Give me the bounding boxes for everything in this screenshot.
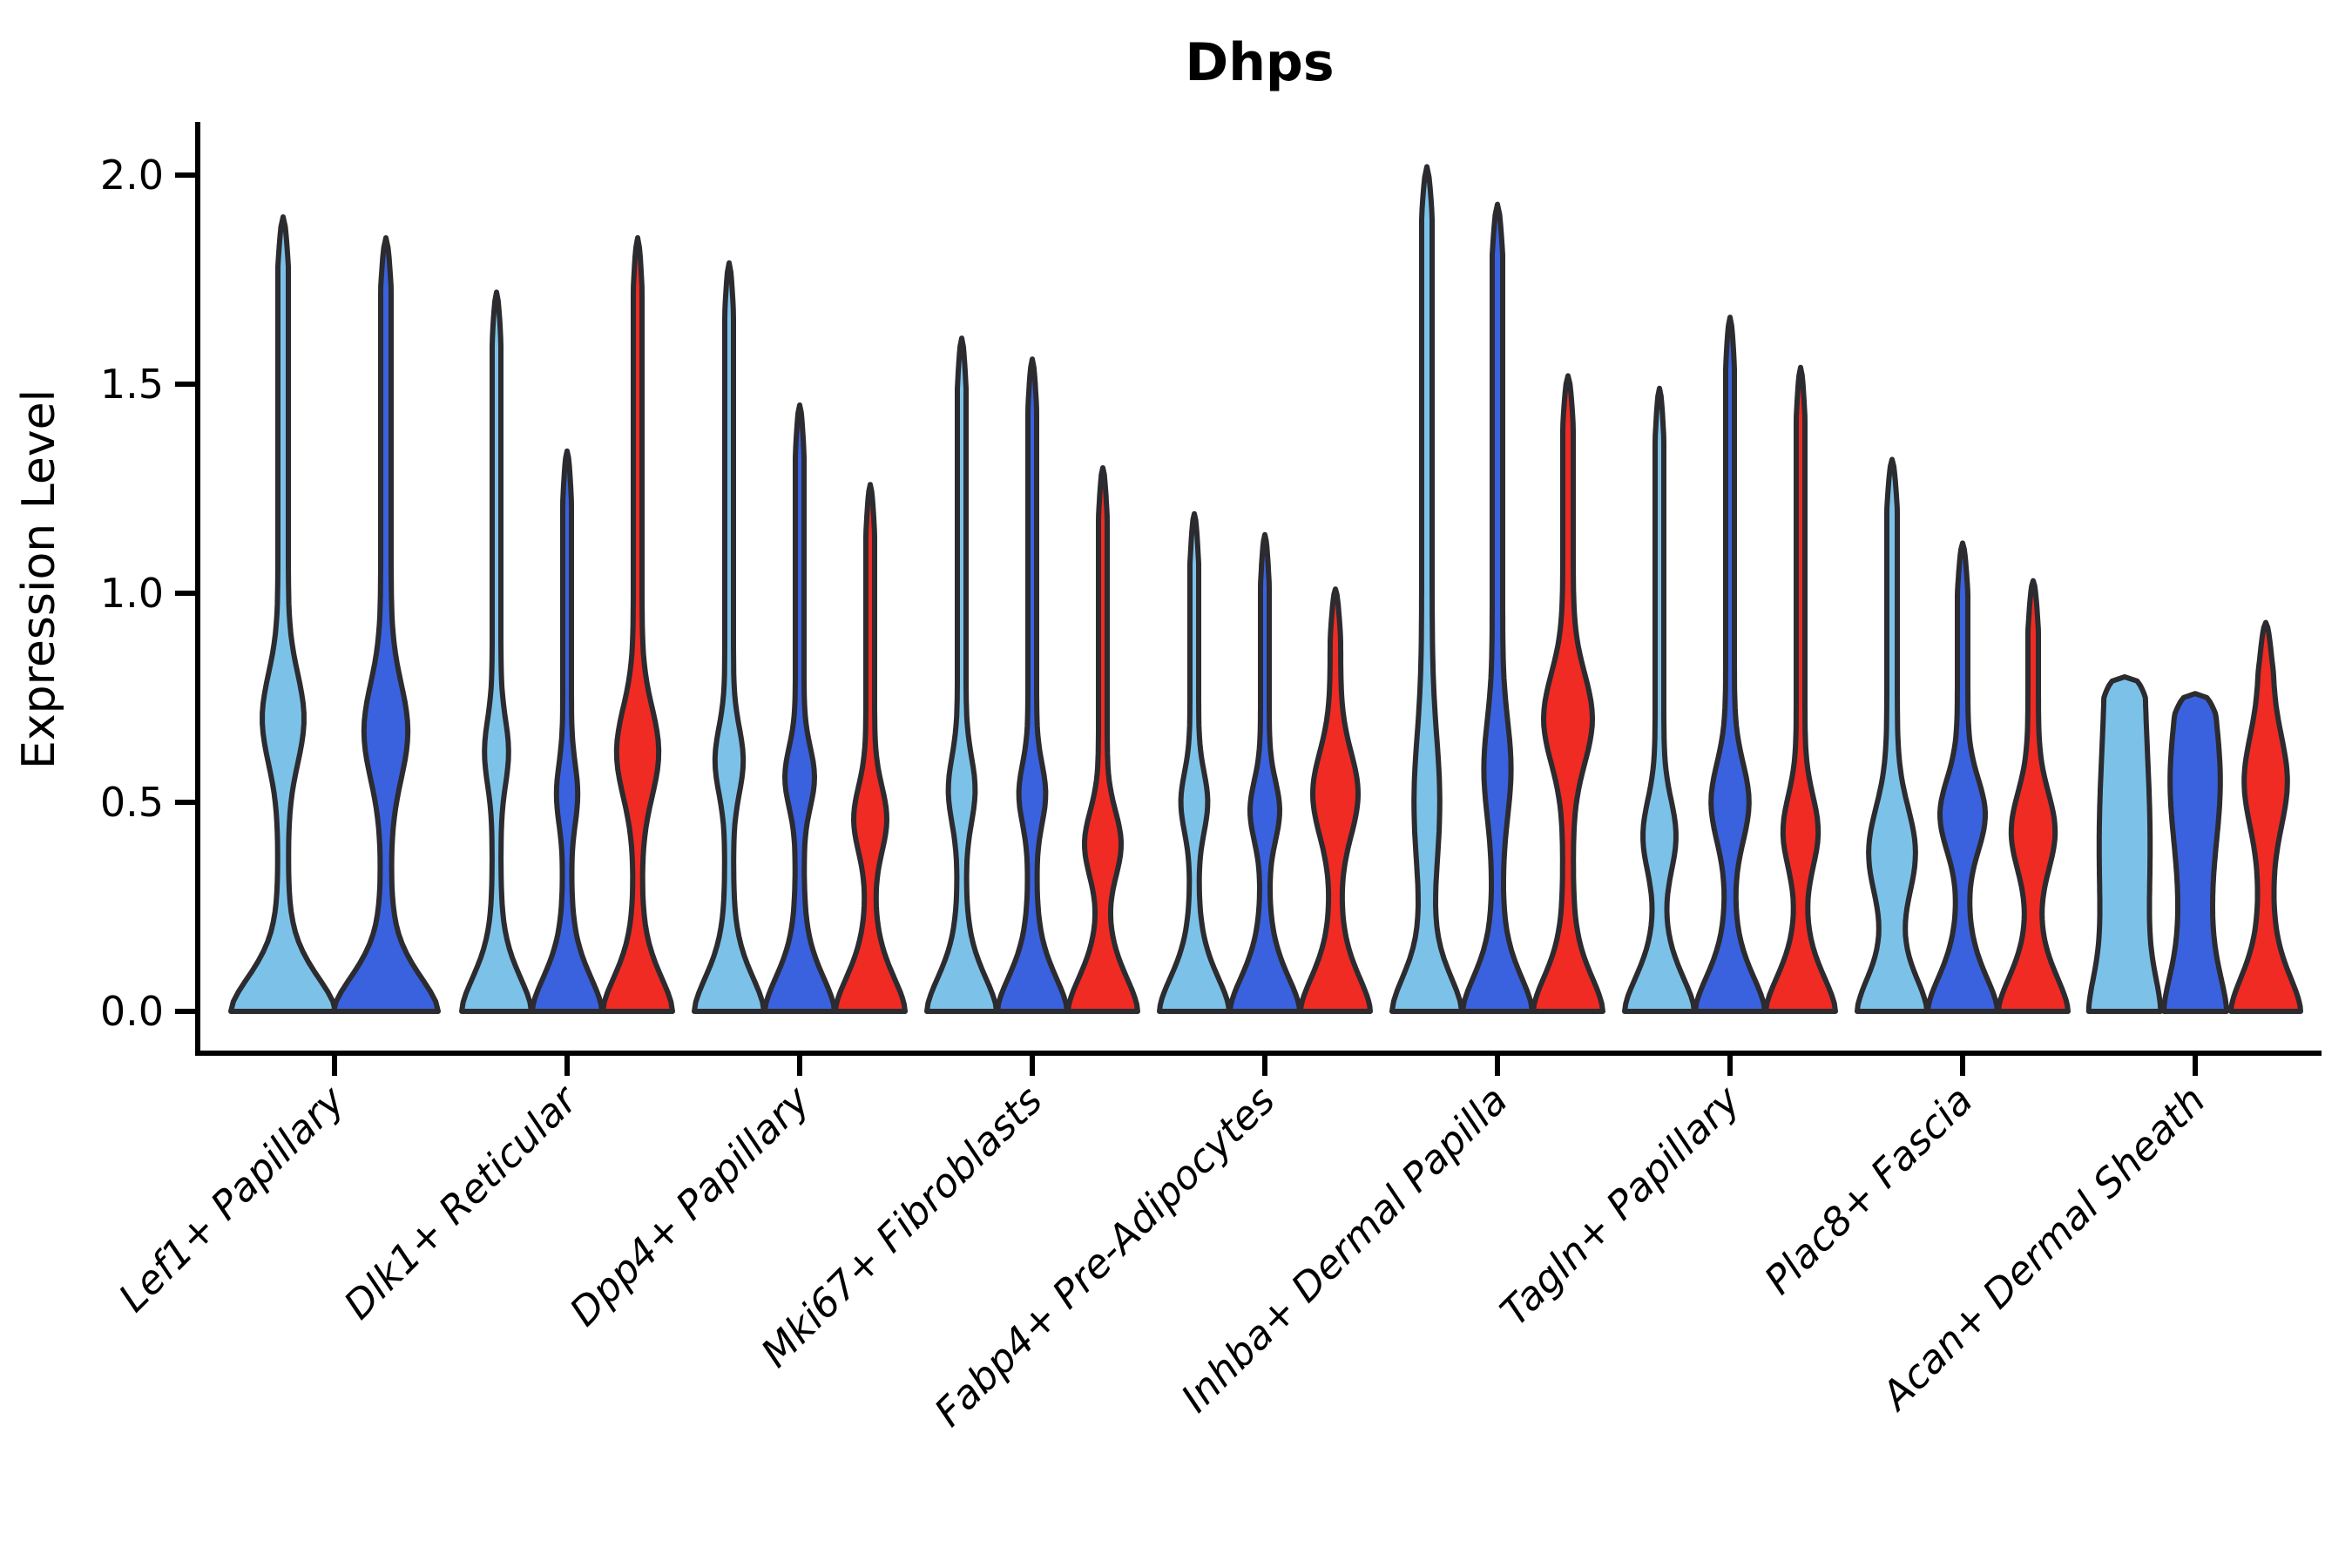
y-tick-label: 1.0 [100, 570, 164, 617]
violin-dark_blue [331, 235, 441, 1014]
violin-series [228, 164, 2303, 1014]
violin-red [1298, 586, 1373, 1014]
y-axis-label: Expression Level [13, 389, 65, 769]
violin-light_blue [1157, 510, 1232, 1014]
violin-dark_blue [1693, 314, 1767, 1014]
violin-red [1531, 373, 1605, 1014]
y-tick-label: 0.0 [100, 988, 164, 1035]
violin-dark_blue [2161, 691, 2229, 1014]
violin-red [600, 235, 675, 1014]
y-axis-ticks: 0.0 0.5 1.0 1.5 2.0 [100, 152, 198, 1035]
violin-light_blue [1389, 164, 1465, 1014]
violin-dark_blue [530, 448, 605, 1014]
violin-red [833, 482, 908, 1014]
y-tick-label: 2.0 [100, 152, 164, 199]
violin-light_blue [1855, 456, 1930, 1014]
violin-red [2228, 619, 2303, 1014]
violin-light_blue [924, 335, 999, 1014]
violin-light_blue [692, 260, 767, 1014]
violin-light_blue [228, 214, 338, 1014]
violin-dark_blue [1925, 540, 2000, 1014]
violin-red [1763, 364, 1838, 1014]
y-tick-label: 1.5 [100, 361, 164, 408]
violin-red [1065, 465, 1140, 1014]
y-tick-label: 0.5 [100, 779, 164, 826]
violin-dark_blue [995, 356, 1070, 1014]
violin-dark_blue [1460, 201, 1535, 1014]
violin-dark_blue [762, 402, 837, 1014]
violin-light_blue [1622, 385, 1697, 1014]
chart-title: Dhps [1185, 32, 1334, 93]
violin-light_blue [2085, 674, 2164, 1014]
violin-dark_blue [1227, 531, 1302, 1014]
violin-red [1996, 578, 2071, 1014]
violin-light_blue [459, 289, 534, 1014]
